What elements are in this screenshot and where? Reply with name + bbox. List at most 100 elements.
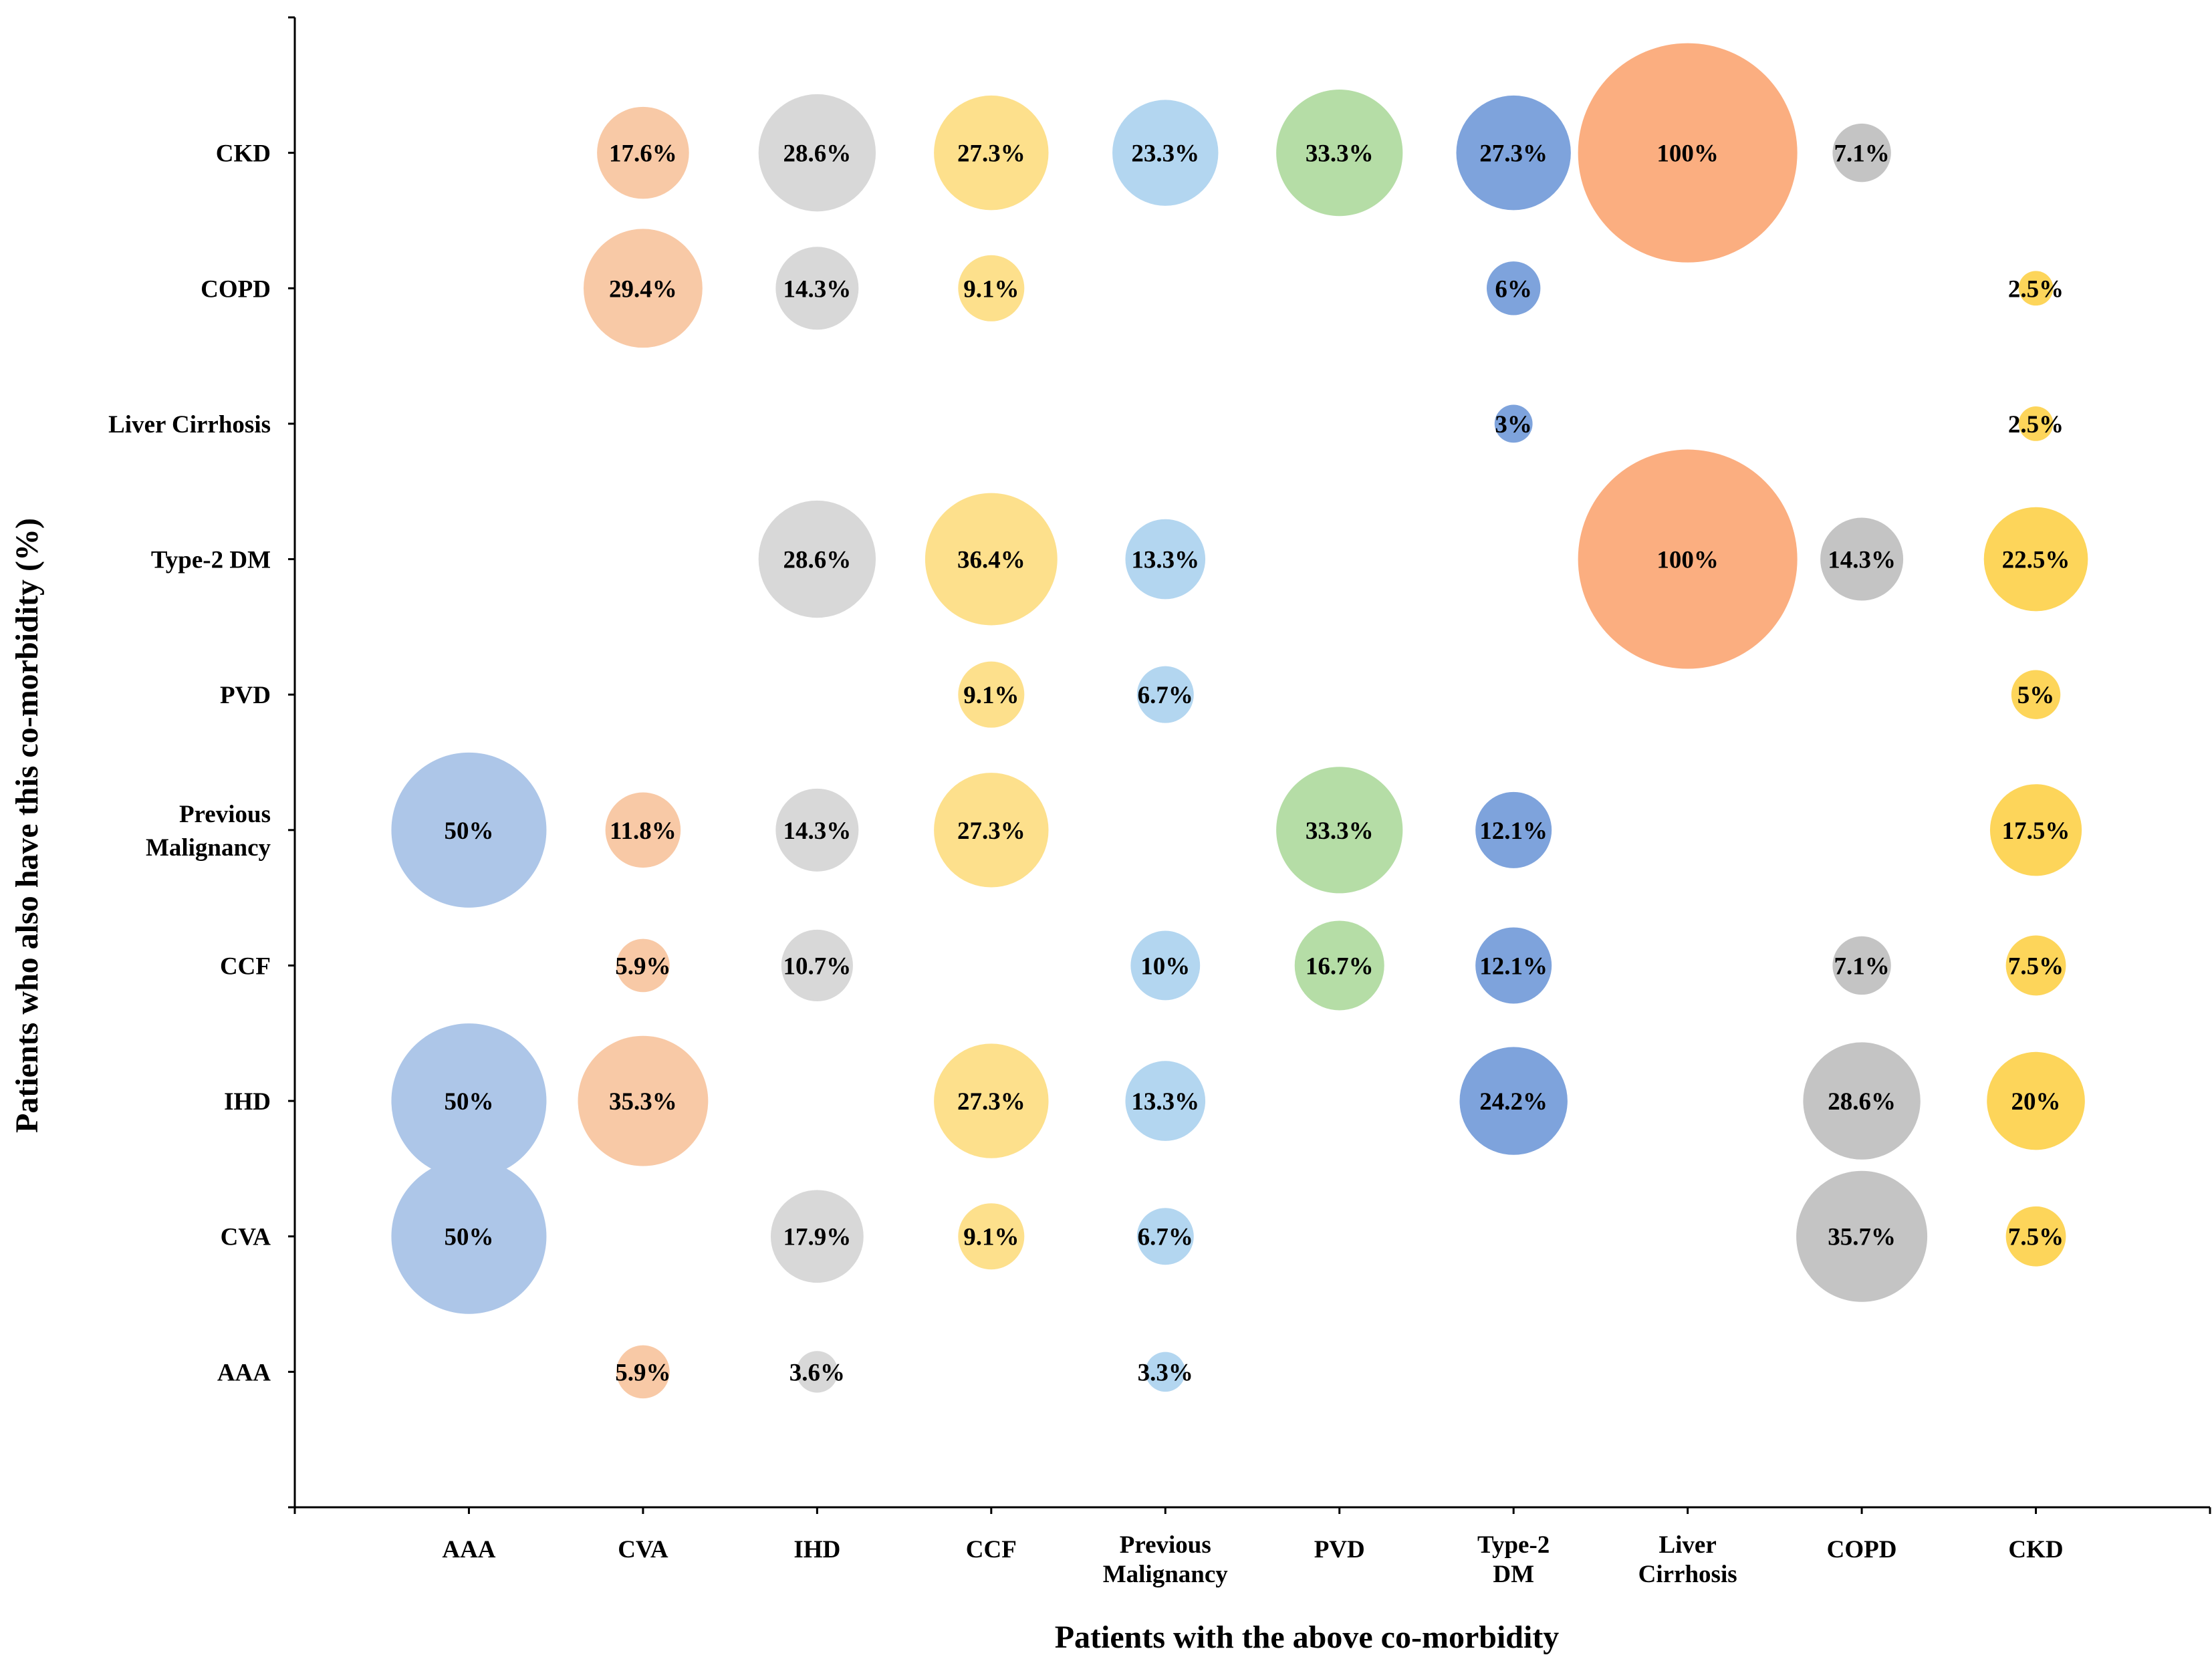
bubble-value-label: 13.3% <box>1131 1088 1199 1116</box>
x-tick-label-line: DM <box>1493 1561 1534 1588</box>
y-tick-label-line: PVD <box>220 682 271 709</box>
bubble-value-label: 36.4% <box>957 547 1025 574</box>
bubble-value-label: 28.6% <box>783 547 851 574</box>
bubble: 24.2% <box>1459 1047 1568 1155</box>
bubble-circle <box>1987 1051 2085 1150</box>
bubble-circle <box>616 1345 670 1399</box>
bubble: 35.7% <box>1796 1170 1928 1302</box>
bubble-value-label: 9.1% <box>963 275 1019 303</box>
bubble: 27.3% <box>934 1043 1049 1158</box>
x-tick-label-line: CKD <box>2008 1536 2063 1563</box>
bubble-circle <box>1989 784 2082 876</box>
y-tick-label: CVA <box>221 1224 271 1251</box>
y-tick-label-line: Liver Cirrhosis <box>108 411 271 438</box>
y-tick-label-line: Type-2 DM <box>151 547 271 574</box>
bubble: 6.7% <box>1136 666 1194 723</box>
bubble-value-label: 10.7% <box>783 952 851 980</box>
bubble-value-label: 17.5% <box>2002 817 2070 845</box>
bubble-circle <box>758 94 876 212</box>
bubble-circle <box>1832 936 1891 995</box>
bubble-layer: 50% 50% 50% 17.6% 29.4% 11.8% 5.9% 35.3% 5.9% 28.… <box>391 43 2088 1399</box>
bubble: 3.6% <box>789 1351 845 1393</box>
bubble-circle <box>758 500 876 618</box>
bubble-circle <box>1136 666 1194 723</box>
bubble-circle <box>934 773 1049 888</box>
bubble-circle <box>1832 123 1891 182</box>
bubble-circle <box>391 1158 547 1314</box>
bubble-circle <box>2018 406 2054 441</box>
bubble: 13.3% <box>1125 519 1206 600</box>
bubble: 22.5% <box>1983 507 2088 612</box>
bubble-value-label: 17.9% <box>783 1224 851 1251</box>
bubble: 14.3% <box>775 788 859 872</box>
bubble-value-label: 7.5% <box>2008 952 2064 980</box>
bubble-value-label: 11.8% <box>610 817 677 845</box>
x-tick-label-line: IHD <box>793 1536 840 1563</box>
x-tick-label-line: PVD <box>1314 1536 1365 1563</box>
x-tick-label-line: Malignancy <box>1103 1561 1229 1588</box>
bubble-circle <box>391 1023 547 1179</box>
bubble-circle <box>605 792 681 868</box>
bubble-value-label: 2.5% <box>2008 411 2064 438</box>
bubble: 5.9% <box>615 1345 671 1399</box>
bubble: 5.9% <box>615 938 671 993</box>
bubble: 20% <box>1987 1051 2085 1150</box>
bubble-circle <box>2018 271 2054 306</box>
x-tick-label: CKD <box>2008 1536 2063 1563</box>
bubble-value-label: 10% <box>1140 952 1190 980</box>
bubble-circle <box>1803 1042 1921 1160</box>
x-axis-title: Patients with the above co-morbidity <box>1055 1620 1560 1655</box>
bubble: 5% <box>2011 670 2061 719</box>
y-tick-label-line: IHD <box>224 1088 271 1116</box>
y-tick-label: Type-2 DM <box>151 547 271 574</box>
bubble-value-label: 9.1% <box>963 682 1019 709</box>
x-tick-label-line: Previous <box>1120 1531 1211 1559</box>
bubble: 10% <box>1130 930 1201 1001</box>
x-tick-label-line: Cirrhosis <box>1638 1561 1737 1588</box>
bubble-circle <box>958 661 1025 728</box>
bubble: 17.6% <box>597 106 689 199</box>
bubble: 9.1% <box>958 661 1025 728</box>
bubble-value-label: 6% <box>1495 275 1532 303</box>
bubble-circle <box>781 929 853 1002</box>
bubble-circle <box>2011 670 2061 719</box>
bubble: 50% <box>391 1023 547 1179</box>
x-tick-label-line: Type-2 <box>1477 1531 1550 1559</box>
bubble-circle <box>1130 930 1201 1001</box>
bubble-value-label: 6.7% <box>1138 682 1193 709</box>
bubble-value-label: 33.3% <box>1306 140 1374 168</box>
bubble-value-label: 14.3% <box>783 275 851 303</box>
bubble: 2.5% <box>2008 271 2064 306</box>
y-tick-label: CKD <box>216 140 271 168</box>
bubble-circle <box>1136 1208 1194 1265</box>
bubble-circle <box>1578 43 1798 263</box>
bubble-value-label: 3.3% <box>1138 1359 1193 1386</box>
bubble-value-label: 6.7% <box>1138 1224 1193 1251</box>
bubble-value-label: 13.3% <box>1131 547 1199 574</box>
bubble: 3% <box>1494 404 1533 443</box>
x-tick-label-line: COPD <box>1827 1536 1897 1563</box>
bubble-circle <box>958 1203 1025 1270</box>
bubble-circle <box>796 1351 838 1393</box>
bubble-value-label: 14.3% <box>1828 547 1896 574</box>
bubble-value-label: 17.6% <box>609 140 677 168</box>
bubble-value-label: 33.3% <box>1306 817 1374 845</box>
bubble: 3.3% <box>1138 1352 1193 1392</box>
bubble-circle <box>1456 95 1571 211</box>
y-axis-tick-labels: AAA CVA IHD CCF Previous Malignancy PVD Type-2 … <box>108 140 271 1387</box>
bubble: 7.1% <box>1832 123 1891 182</box>
bubble: 9.1% <box>958 255 1025 322</box>
bubble: 2.5% <box>2008 406 2064 441</box>
bubble-value-label: 12.1% <box>1479 817 1548 845</box>
bubble-circle <box>597 106 689 199</box>
bubble-circle <box>1475 791 1552 868</box>
bubble-value-label: 2.5% <box>2008 275 2064 303</box>
bubble-circle <box>770 1190 864 1283</box>
y-tick-label: AAA <box>217 1359 271 1386</box>
bubble-value-label: 24.2% <box>1479 1088 1548 1116</box>
bubble: 7.5% <box>2005 1206 2066 1267</box>
bubble: 100% <box>1578 43 1798 263</box>
bubble: 9.1% <box>958 1203 1025 1270</box>
bubble-value-label: 3.6% <box>789 1359 845 1386</box>
